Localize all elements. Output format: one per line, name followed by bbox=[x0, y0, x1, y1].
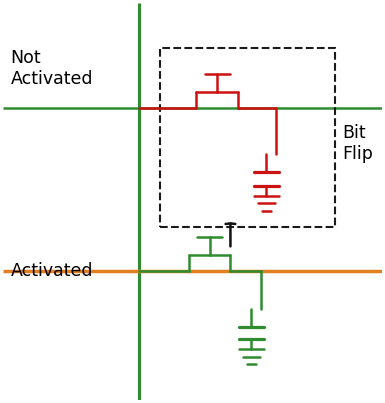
Text: Bit
Flip: Bit Flip bbox=[342, 125, 373, 163]
Text: Activated: Activated bbox=[10, 262, 93, 280]
Text: Not
Activated: Not Activated bbox=[10, 49, 93, 88]
Bar bbox=[160, 48, 335, 227]
